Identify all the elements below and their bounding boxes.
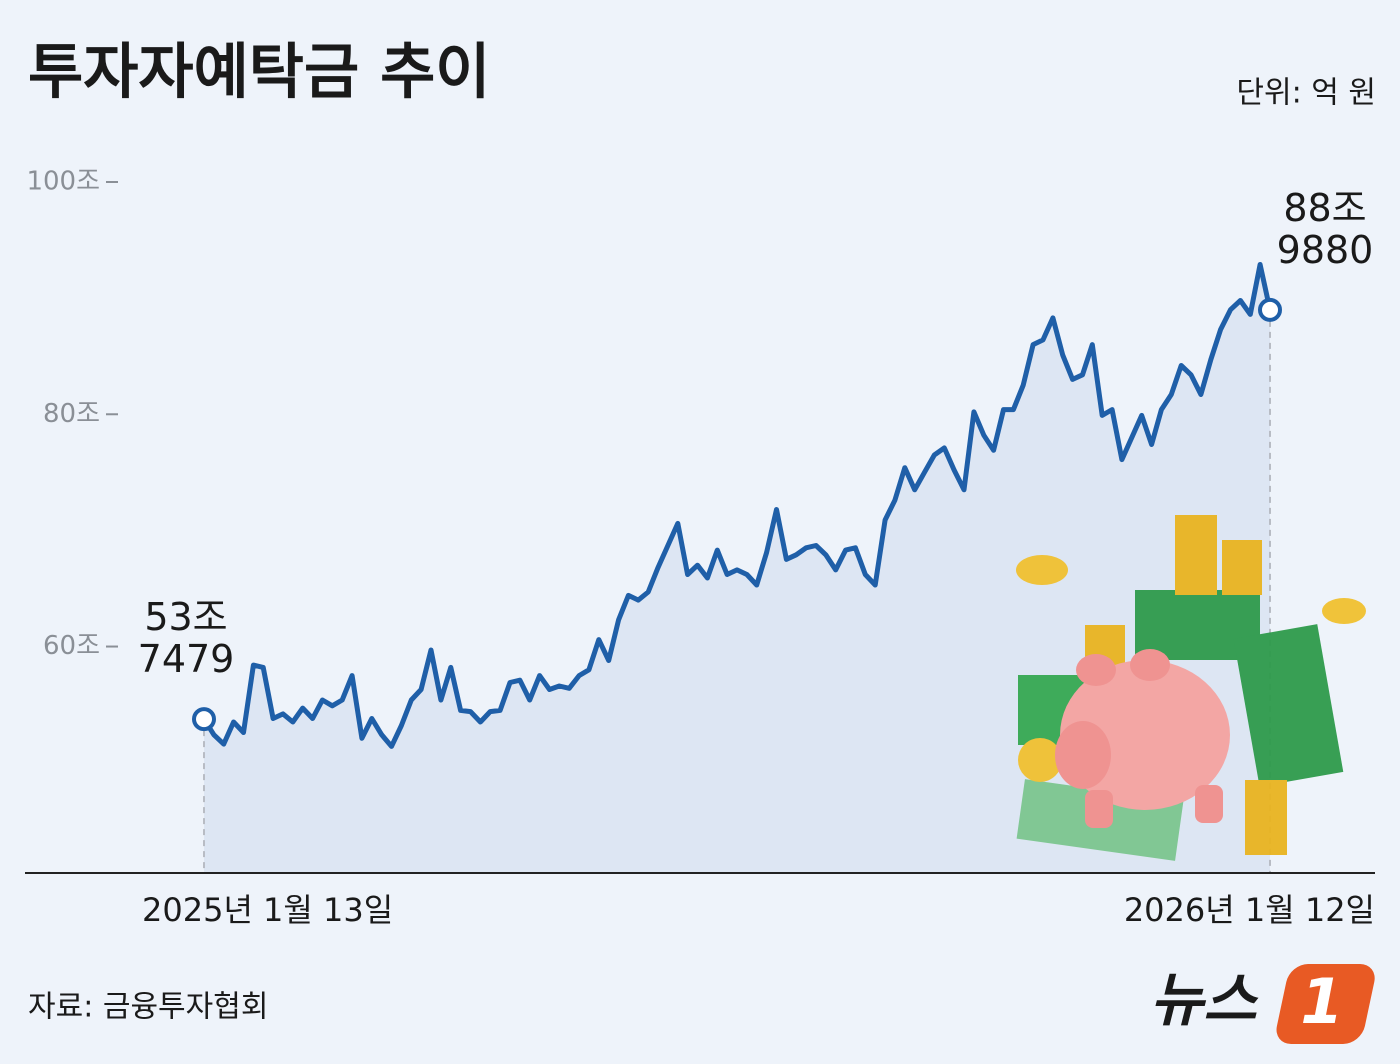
x-tick-label: 2026년 1월 12일 bbox=[1124, 891, 1375, 929]
coin bbox=[1016, 555, 1068, 585]
y-tick-label: 80조 bbox=[43, 399, 100, 429]
end-marker bbox=[192, 707, 216, 732]
coin bbox=[1018, 738, 1062, 782]
coin bbox=[1322, 598, 1366, 624]
coin-stack bbox=[1175, 515, 1217, 595]
pig-ear bbox=[1130, 649, 1170, 681]
chart-title: 투자자예탁금 추이 bbox=[28, 38, 491, 108]
value-label: 53조 7479 bbox=[138, 595, 235, 681]
end-marker bbox=[1258, 297, 1282, 322]
pig-ear bbox=[1076, 654, 1116, 686]
logo-text: 뉴스 bbox=[1150, 966, 1259, 1034]
bill bbox=[1233, 624, 1344, 787]
coin-stack bbox=[1245, 780, 1287, 855]
logo: 뉴스 1 bbox=[1150, 964, 1375, 1044]
line bbox=[201, 262, 1273, 749]
y-tick-label: 100조 bbox=[26, 167, 100, 197]
pig-snout bbox=[1055, 721, 1111, 789]
y-tick-label: 60조 bbox=[43, 631, 100, 661]
source: 자료: 금융투자협회 bbox=[28, 990, 268, 1025]
value-label: 88조 9880 bbox=[1277, 185, 1374, 271]
x-tick-label: 2025년 1월 13일 bbox=[142, 891, 393, 929]
illustration bbox=[1016, 515, 1366, 861]
logo-number: 1 bbox=[1300, 965, 1343, 1038]
logo-box bbox=[1276, 964, 1375, 1044]
plot: 60조 80조 100조 53조 7479 88조 9880 2025년 1월 13일 2026… bbox=[25, 167, 1375, 929]
pig-leg bbox=[1085, 790, 1113, 828]
pig-leg bbox=[1195, 785, 1223, 823]
unit-label: 단위: 억 원 bbox=[1236, 76, 1376, 111]
coin-stack bbox=[1222, 540, 1262, 595]
